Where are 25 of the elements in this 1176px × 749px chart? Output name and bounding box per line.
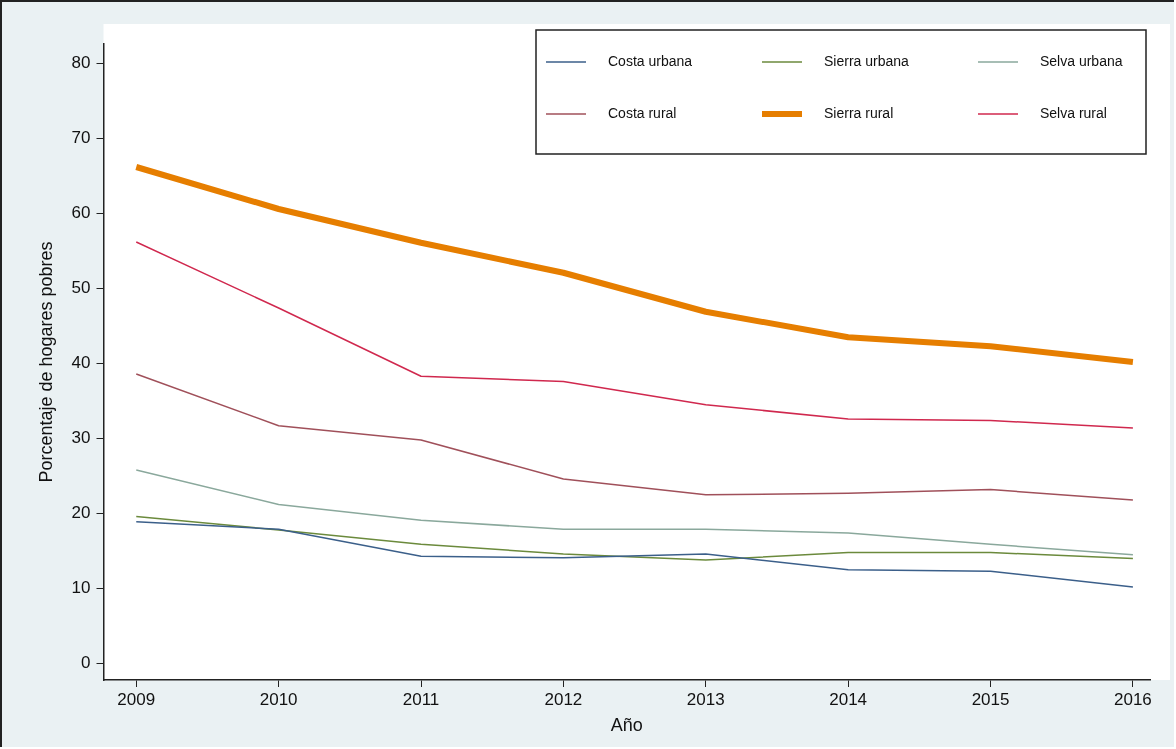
legend-label: Selva rural [1040, 104, 1107, 121]
x-tick-label: 2012 [544, 689, 583, 709]
x-tick-label: 2009 [117, 689, 156, 709]
legend-label: Selva urbana [1040, 52, 1123, 69]
x-tick-label: 2011 [402, 689, 440, 709]
y-tick-label: 20 [71, 503, 91, 523]
x-tick-label: 2013 [686, 689, 725, 709]
x-tick-label: 2016 [1114, 689, 1152, 709]
y-tick-label: 10 [71, 578, 91, 598]
x-axis-title: Año [610, 715, 643, 736]
y-axis-title: Porcentaje de hogares pobres [35, 241, 56, 483]
y-tick-label: 30 [71, 428, 91, 448]
legend-label: Sierra rural [824, 104, 894, 121]
y-tick-label: 80 [71, 53, 91, 73]
x-tick-label: 2015 [971, 689, 1010, 709]
y-tick-label: 50 [71, 278, 91, 298]
y-tick-label: 70 [71, 128, 91, 148]
y-tick-label: 60 [71, 203, 91, 223]
legend-label: Costa rural [608, 104, 677, 121]
legend-label: Sierra urbana [824, 52, 910, 69]
y-tick-label: 40 [71, 353, 91, 373]
x-tick-label: 2014 [829, 689, 868, 709]
legend-label: Costa urbana [608, 52, 693, 69]
y-tick-label: 0 [81, 653, 91, 673]
x-tick-label: 2010 [259, 689, 298, 709]
